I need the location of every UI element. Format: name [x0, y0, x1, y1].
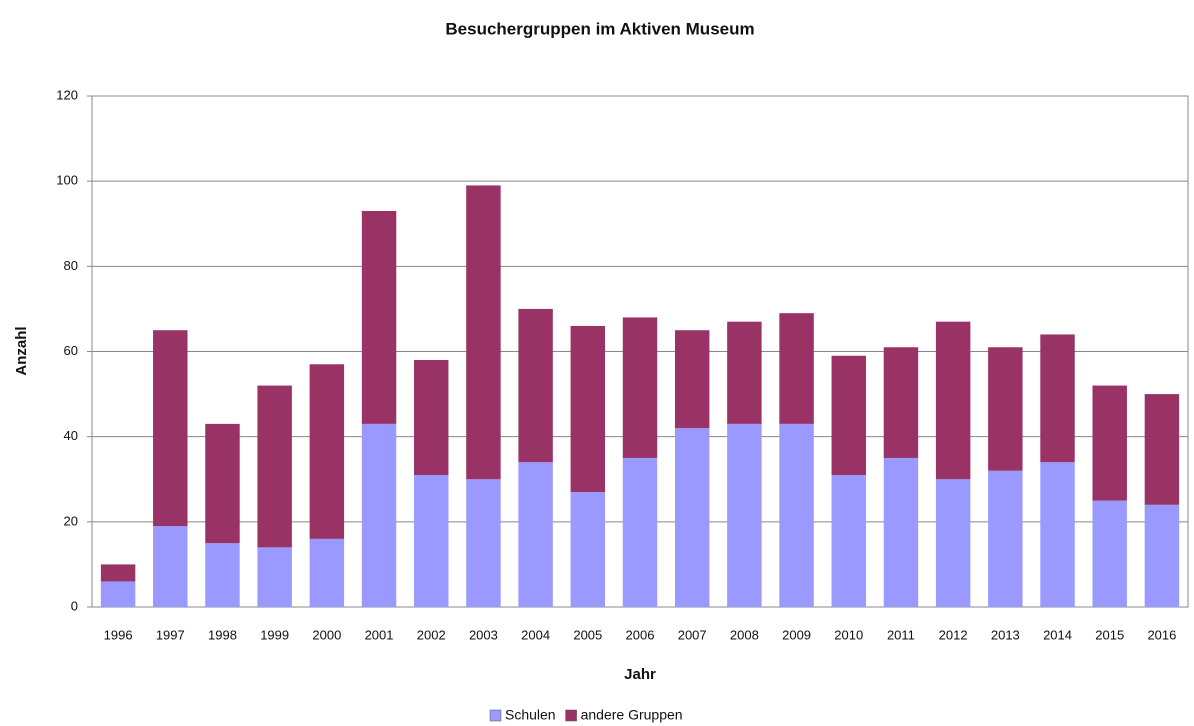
bar-segment [414, 360, 449, 475]
x-tick-label: 2009 [782, 627, 811, 642]
legend-swatch [489, 709, 502, 722]
x-tick-label: 2003 [469, 627, 498, 642]
y-tick-label: 60 [64, 343, 78, 358]
x-tick-label: 2016 [1147, 627, 1176, 642]
bar-segment [466, 185, 501, 480]
bar-segment [361, 210, 397, 424]
bar-segment [883, 457, 919, 607]
bar-segment [988, 470, 1023, 607]
y-tick-label: 40 [64, 428, 78, 443]
bar-segment [779, 423, 814, 607]
bar-segment [935, 479, 971, 607]
bar-segment [622, 457, 658, 607]
y-tick-label: 80 [64, 258, 78, 273]
x-tick-label: 2001 [365, 627, 394, 642]
legend-label: Schulen [505, 707, 556, 723]
bar-segment [466, 479, 501, 607]
chart-title: Besuchergruppen im Aktiven Museum [445, 19, 754, 38]
x-tick-label: 2004 [521, 627, 550, 642]
bar-segment [205, 543, 240, 607]
bar-segment [831, 355, 866, 475]
bar-segment [100, 564, 136, 582]
bar-segment [727, 321, 762, 424]
x-tick-label: 2005 [573, 627, 602, 642]
bar-segment [257, 547, 292, 607]
bar-segment [570, 325, 606, 493]
x-tick-label: 2014 [1043, 627, 1072, 642]
legend-label: andere Gruppen [581, 707, 683, 723]
x-tick-label: 2011 [887, 627, 915, 642]
bar-segment [622, 317, 658, 458]
bar-segment [1092, 500, 1127, 607]
bar-segment [205, 423, 240, 544]
x-axis-label: Jahr [624, 666, 656, 683]
y-tick-label: 20 [64, 513, 78, 528]
bar-segment [309, 538, 345, 607]
bar-segment [674, 428, 710, 607]
bar-segment [414, 474, 449, 607]
bar-segment [1144, 394, 1180, 505]
bar-segment [518, 308, 553, 463]
bar-segment [727, 423, 762, 607]
x-tick-label: 2008 [730, 627, 759, 642]
bar-segment [257, 385, 292, 548]
bar-segment [570, 492, 606, 607]
x-tick-label: 1998 [208, 627, 237, 642]
legend-swatch [565, 709, 577, 722]
bar-segment [779, 313, 814, 424]
x-tick-label: 1997 [156, 627, 185, 642]
x-tick-label: 2015 [1095, 627, 1124, 642]
bar-segment [988, 347, 1023, 471]
bar-segment [674, 330, 710, 429]
x-tick-label: 1999 [260, 627, 289, 642]
bar-segment [153, 330, 188, 527]
x-tick-label: 2007 [678, 627, 707, 642]
bar-segment [309, 364, 345, 539]
bar-segment [1040, 334, 1075, 463]
y-tick-label: 0 [71, 598, 78, 613]
x-tick-label: 2006 [626, 627, 655, 642]
y-tick-label: 120 [56, 87, 78, 102]
x-tick-label: 2000 [312, 627, 341, 642]
bar-segment [831, 474, 866, 607]
bar-segment [361, 423, 397, 607]
bar-segment [1040, 462, 1075, 607]
bar-segment [1092, 385, 1127, 501]
x-tick-label: 2013 [991, 627, 1020, 642]
bar-segment [883, 347, 919, 458]
x-tick-label: 1996 [104, 627, 133, 642]
x-tick-label: 2010 [834, 627, 863, 642]
y-axis-label: Anzahl [13, 326, 30, 375]
bar-segment [100, 581, 136, 607]
bar-segment [935, 321, 971, 480]
bar-segment [1144, 504, 1180, 607]
bar-segment [518, 462, 553, 607]
x-tick-label: 2002 [417, 627, 446, 642]
bar-segment [153, 526, 188, 607]
x-tick-label: 2012 [939, 627, 968, 642]
y-tick-label: 100 [56, 173, 78, 188]
